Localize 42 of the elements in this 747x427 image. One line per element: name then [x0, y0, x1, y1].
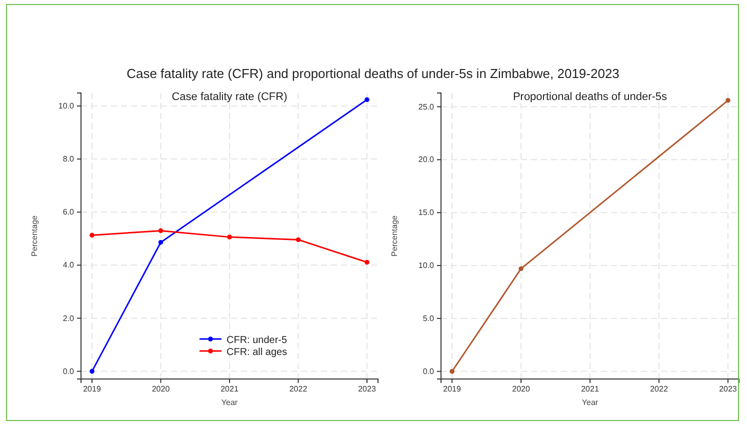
y-tick-label: 15.0 [418, 208, 435, 218]
y-axis-title: Percentage [30, 214, 39, 256]
legend-label: CFR: under-5 [226, 335, 288, 346]
x-axis-title: Year [582, 398, 598, 407]
point [90, 232, 94, 238]
text: Case fatality rate (CFR) and proportional deaths of under-5s in Zimbabwe, 2019-2023 [126, 66, 620, 81]
x-tick-label: 2023 [358, 384, 376, 394]
y-tick-label: 6.0 [62, 208, 75, 217]
y-tick-label: 25.0 [418, 102, 435, 112]
point [227, 234, 232, 240]
x-tick-label: 2019 [443, 384, 462, 394]
y-tick-label: 20.0 [418, 155, 435, 164]
y-tick-label: 5.0 [422, 314, 435, 324]
y-axis-title: Percentage [390, 214, 399, 256]
y-tick-label: 2.0 [62, 314, 75, 323]
y-tick-label: 10.0 [418, 261, 435, 270]
y-tick-label: 8.0 [62, 154, 75, 164]
x-tick-label: 2021 [220, 384, 239, 394]
x-tick-label: 2023 [719, 384, 738, 394]
legend-label: CFR: all ages [226, 347, 288, 358]
x-axis-title: Year [221, 398, 238, 407]
y-tick-label: 4.0 [62, 260, 75, 270]
point [518, 266, 524, 272]
y-tick-label: 10.0 [58, 102, 75, 111]
point [296, 237, 301, 242]
point [364, 97, 370, 102]
x-tick-label: 2019 [83, 384, 102, 394]
point [158, 240, 164, 245]
chart-title: Proportional deaths of under-5s [512, 91, 668, 103]
x-tick-label: 2020 [152, 384, 170, 394]
point [364, 260, 370, 265]
point [726, 98, 730, 103]
x-tick-label: 2022 [650, 384, 668, 394]
chart-title: Case fatality rate (CFR) [172, 91, 288, 103]
x-tick-label: 2021 [581, 384, 600, 394]
x-tick-label: 2022 [289, 384, 308, 394]
x-tick-label: 2020 [512, 384, 530, 394]
y-tick-label: 0.0 [62, 366, 75, 376]
y-tick-label: 0.0 [422, 366, 435, 376]
point [158, 228, 164, 234]
point [90, 368, 94, 374]
point [450, 368, 454, 374]
